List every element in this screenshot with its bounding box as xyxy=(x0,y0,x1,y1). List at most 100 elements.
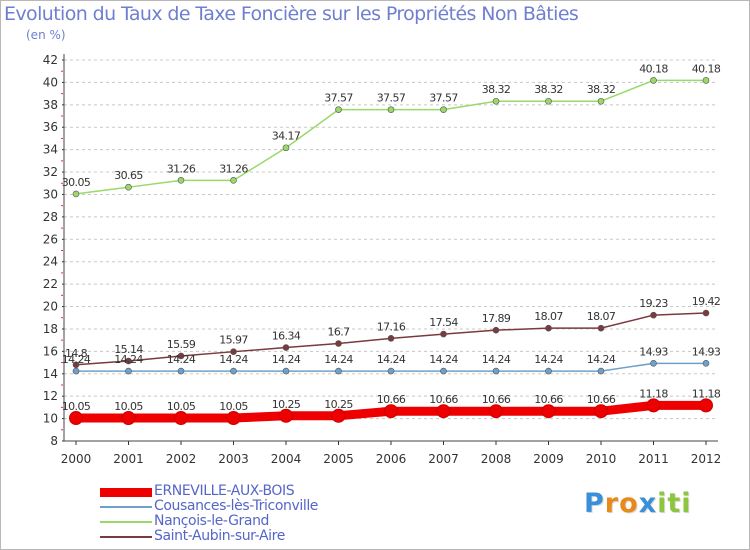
legend-swatch xyxy=(100,521,152,523)
data-label: 14.8 xyxy=(65,347,88,360)
data-point xyxy=(541,404,556,419)
y-tick-label: 12 xyxy=(43,389,58,403)
x-tick-label: 2011 xyxy=(638,452,669,466)
data-point xyxy=(545,367,552,375)
data-label: 19.42 xyxy=(692,295,721,308)
data-point xyxy=(125,183,132,191)
data-point xyxy=(226,411,241,426)
data-point xyxy=(384,404,398,419)
data-point xyxy=(545,324,552,332)
data-point xyxy=(177,352,185,360)
data-point xyxy=(387,335,395,342)
data-label: 10.66 xyxy=(377,393,406,406)
data-label: 14.24 xyxy=(377,353,406,366)
data-point xyxy=(69,411,83,426)
data-point xyxy=(230,177,237,184)
data-label: 10.66 xyxy=(482,393,511,406)
data-label: 16.34 xyxy=(272,330,301,343)
data-point xyxy=(702,360,710,367)
x-tick-label: 2004 xyxy=(271,452,302,466)
data-label: 11.18 xyxy=(692,387,721,400)
data-point xyxy=(387,106,395,113)
data-label: 40.18 xyxy=(692,62,721,75)
data-point xyxy=(702,309,710,317)
y-tick-label: 26 xyxy=(43,232,58,246)
data-point xyxy=(177,367,185,375)
legend-label: Cousances-lès-Triconville xyxy=(154,498,319,514)
axes: 8 10 12 14 16 18 20 22 24 26 28 30 32 34 36 38 40 42 2000 2… xyxy=(43,53,722,466)
logo-letter: i xyxy=(657,488,668,519)
data-point xyxy=(492,97,500,105)
logo-letter: x xyxy=(638,488,658,519)
y-tick-label: 38 xyxy=(43,98,58,112)
legend-swatch xyxy=(100,487,152,497)
data-point xyxy=(331,408,346,423)
data-point xyxy=(650,311,657,319)
data-point xyxy=(387,367,395,375)
x-tick-label: 2003 xyxy=(218,452,249,466)
data-label: 10.05 xyxy=(114,400,143,413)
data-point xyxy=(699,398,713,413)
series-1 xyxy=(72,360,710,375)
data-label: 10.05 xyxy=(62,400,91,413)
data-label: 18.07 xyxy=(534,310,563,323)
data-label: 14.93 xyxy=(639,345,668,358)
data-label: 34.17 xyxy=(272,130,301,143)
data-label: 10.25 xyxy=(324,398,353,411)
legend-item: ERNEVILLE-AUX-BOIS xyxy=(100,483,420,500)
legend-swatch xyxy=(100,536,152,538)
y-tick-label: 36 xyxy=(43,120,58,134)
data-label: 17.89 xyxy=(482,312,511,325)
y-tick-label: 24 xyxy=(43,255,58,269)
series-0 xyxy=(69,398,713,426)
data-point xyxy=(335,106,342,113)
data-point xyxy=(440,106,447,113)
x-tick-label: 2005 xyxy=(323,452,354,466)
unit-label: (en %) xyxy=(26,28,66,42)
data-point xyxy=(125,367,132,375)
data-point xyxy=(440,330,447,338)
data-label: 10.66 xyxy=(429,393,458,406)
data-label: 14.24 xyxy=(429,353,458,366)
legend-label: Nançois-le-Grand xyxy=(154,513,270,529)
x-tick-label: 2008 xyxy=(481,452,512,466)
y-tick-label: 30 xyxy=(43,187,58,201)
x-tick-label: 2002 xyxy=(166,452,197,466)
data-point xyxy=(597,367,605,375)
data-point xyxy=(545,97,552,105)
data-point xyxy=(230,348,237,355)
data-point xyxy=(72,367,80,375)
data-point xyxy=(702,77,710,84)
data-point xyxy=(335,340,342,347)
data-point xyxy=(282,344,290,351)
data-point xyxy=(282,367,290,375)
data-label: 31.26 xyxy=(219,162,248,175)
data-label: 40.18 xyxy=(639,62,668,75)
x-tick-label: 2009 xyxy=(533,452,564,466)
legend-item: Nançois-le-Grand xyxy=(100,513,420,530)
data-label: 11.18 xyxy=(639,387,668,400)
data-point xyxy=(121,411,136,426)
data-label: 16.7 xyxy=(327,326,350,339)
y-tick-label: 42 xyxy=(43,53,58,67)
data-label: 14.24 xyxy=(587,353,616,366)
x-tick-label: 2012 xyxy=(691,452,722,466)
data-label: 14.24 xyxy=(482,353,511,366)
data-label: 38.32 xyxy=(534,83,563,96)
data-point xyxy=(597,324,605,332)
logo-letter: i xyxy=(681,488,692,519)
data-point xyxy=(174,411,188,426)
y-tick-label: 32 xyxy=(43,165,58,179)
y-tick-label: 22 xyxy=(43,277,58,291)
proxiti-logo: Proxiti xyxy=(584,488,692,519)
data-label: 31.26 xyxy=(167,162,196,175)
data-label: 38.32 xyxy=(587,83,616,96)
y-tick-label: 8 xyxy=(50,434,58,448)
data-point xyxy=(650,360,657,367)
data-label: 14.24 xyxy=(114,353,143,366)
data-label: 30.05 xyxy=(62,176,91,189)
legend-item: Saint-Aubin-sur-Aire xyxy=(100,528,420,545)
data-labels: 10.05 10.05 10.05 10.05 10.25 10.25 10.66 10.66… xyxy=(62,62,722,413)
data-label: 30.65 xyxy=(114,169,143,182)
y-tick-label: 40 xyxy=(43,75,58,89)
